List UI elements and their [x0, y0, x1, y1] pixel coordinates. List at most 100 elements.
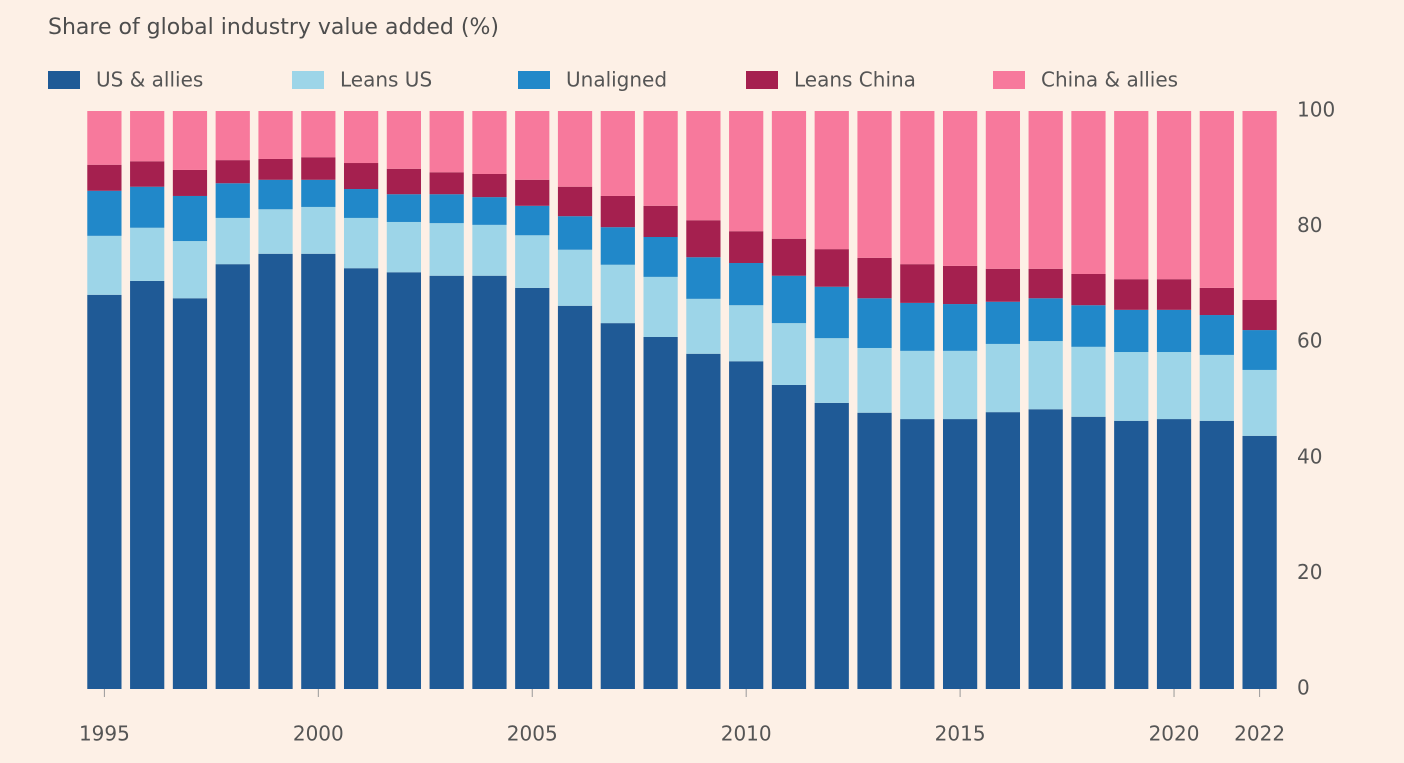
legend-swatch	[746, 71, 778, 89]
bar-segment	[1114, 420, 1149, 689]
bar-segment	[857, 347, 892, 413]
bar-segment	[985, 343, 1021, 413]
bar-segment	[985, 412, 1021, 689]
bar-segment	[215, 160, 250, 184]
bar-segment	[87, 294, 122, 689]
legend-swatch	[993, 71, 1025, 89]
bar-segment	[557, 186, 593, 217]
bar-segment	[429, 111, 464, 173]
bar-segment	[87, 190, 122, 236]
bar-segment	[600, 227, 635, 265]
bar-segment	[386, 221, 422, 273]
bar-segment	[515, 111, 550, 180]
bar-segment	[258, 209, 293, 254]
bar-segment	[1199, 315, 1234, 355]
bar-segment	[600, 264, 635, 324]
x-tick-label: 2005	[507, 722, 558, 746]
bar-segment	[258, 253, 293, 690]
x-tick-label: 2022	[1234, 722, 1285, 746]
x-tick-label: 2010	[721, 722, 772, 746]
y-tick-label: 20	[1297, 560, 1322, 584]
bar-segment	[643, 336, 678, 689]
bar-segment	[343, 163, 379, 190]
bar-segment	[729, 263, 764, 306]
bar-segment	[771, 238, 807, 276]
bar-segment	[1199, 111, 1234, 288]
bar-segment	[1028, 111, 1063, 269]
bar-segment	[172, 169, 208, 196]
bar-segment	[771, 384, 807, 689]
bar-segment	[600, 323, 635, 689]
bar-segment	[942, 304, 978, 351]
bar-segment	[301, 253, 336, 690]
bar-segment	[472, 224, 507, 276]
bar-segment	[729, 305, 764, 362]
bar-segment	[130, 186, 165, 228]
bar-segment	[130, 111, 165, 162]
bar-segment	[1071, 416, 1106, 689]
bar-segment	[515, 287, 550, 689]
bar-segment	[1199, 420, 1234, 689]
legend-swatch	[292, 71, 324, 89]
bar-segment	[686, 298, 721, 354]
legend-label: Leans US	[340, 68, 432, 92]
bar-segment	[130, 161, 165, 187]
bar-segment	[1156, 111, 1192, 280]
bar-segment	[814, 286, 849, 339]
bar-segment	[1114, 309, 1149, 353]
bar-segment	[985, 301, 1021, 344]
bar-segment	[942, 111, 978, 266]
bar-segment	[857, 257, 892, 299]
bar-segment	[1114, 111, 1149, 280]
x-tick-label: 1995	[79, 722, 130, 746]
bar-segment	[557, 305, 593, 689]
bar-segment	[686, 353, 721, 689]
bar-segment	[557, 249, 593, 306]
y-tick-label: 60	[1297, 329, 1322, 353]
bar-segment	[343, 189, 379, 218]
bar-segment	[130, 280, 165, 689]
bar-segment	[1071, 305, 1106, 347]
bar-segment	[686, 257, 721, 299]
bar-segment	[942, 419, 978, 689]
legend-label: Unaligned	[566, 68, 667, 92]
bar-segment	[515, 235, 550, 288]
legend-swatch	[518, 71, 550, 89]
bar-segment	[600, 195, 635, 228]
bar-segment	[814, 249, 849, 287]
bar-segment	[258, 158, 293, 180]
bar-segment	[87, 164, 122, 191]
bar-segment	[1114, 279, 1149, 310]
bar-segment	[343, 268, 379, 689]
bar-segment	[1242, 369, 1277, 436]
y-tick-label: 0	[1297, 676, 1310, 700]
bar-segment	[343, 111, 379, 164]
bar-segment	[985, 111, 1021, 269]
bar-segment	[1199, 354, 1234, 421]
bar-segment	[1028, 341, 1063, 410]
bar-segment	[472, 197, 507, 225]
bar-segment	[643, 111, 678, 206]
bar-segment	[814, 111, 849, 250]
bar-segment	[1071, 273, 1106, 306]
bar-segment	[557, 216, 593, 250]
bar-segment	[1114, 352, 1149, 421]
bar-segment	[87, 235, 122, 295]
bar-segment	[900, 302, 935, 351]
bar-segment	[215, 183, 250, 218]
bar-segment	[985, 268, 1021, 302]
bar-segment	[429, 172, 464, 195]
bar-segment	[172, 298, 208, 689]
bar-segment	[643, 205, 678, 238]
bar-segment	[386, 111, 422, 169]
bar-segment	[1028, 409, 1063, 689]
bar-segment	[172, 111, 208, 170]
bar-segment	[900, 111, 935, 265]
bar-segment	[386, 272, 422, 689]
bar-segment	[386, 168, 422, 195]
bar-segment	[600, 111, 635, 196]
bar-segment	[900, 350, 935, 420]
bar-segment	[1156, 352, 1192, 420]
x-tick-label: 2015	[935, 722, 986, 746]
bar-segment	[1242, 300, 1277, 331]
